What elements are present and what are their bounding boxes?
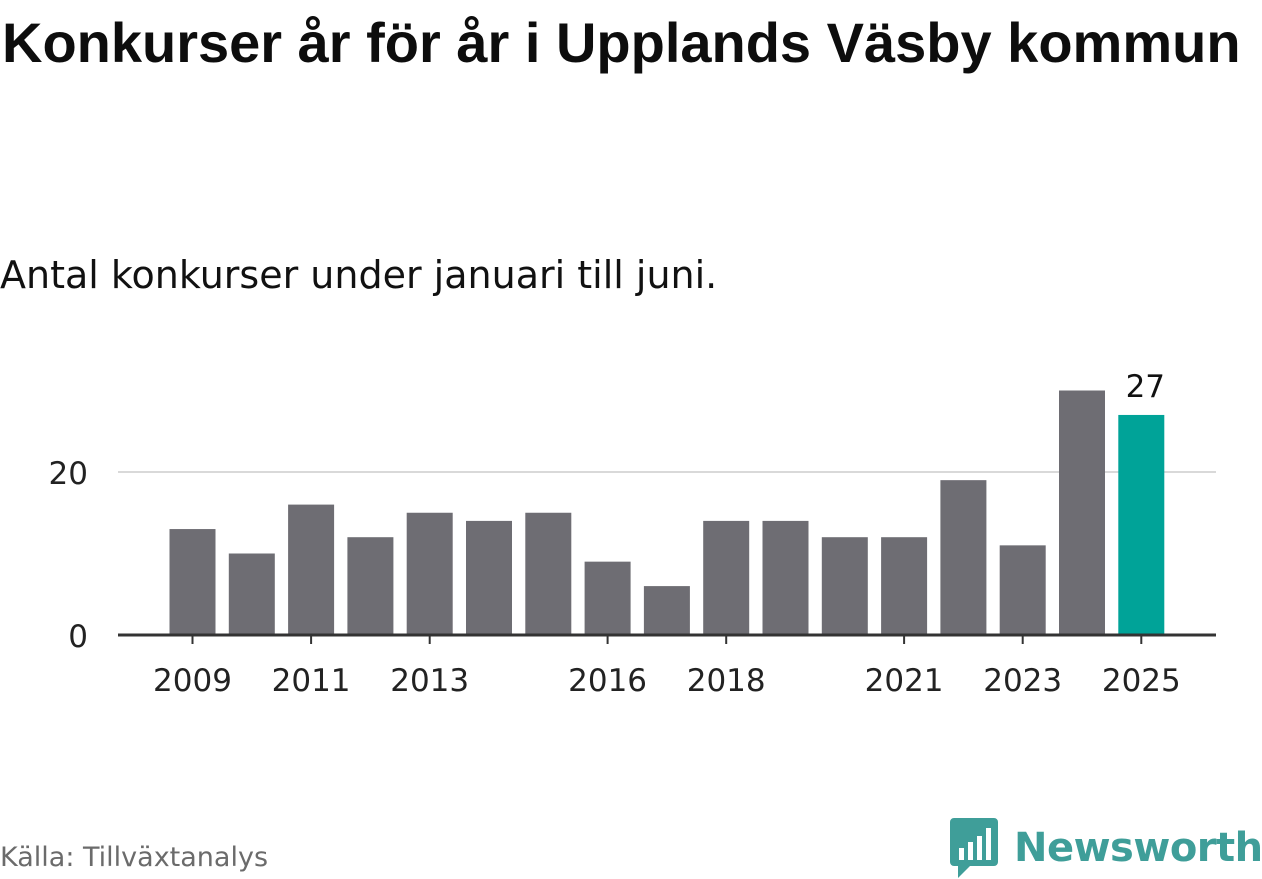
x-tick-label: 2018 [687, 663, 766, 699]
bar-2020 [821, 537, 868, 635]
data-label-2025: 27 [1126, 369, 1165, 405]
bar-2014 [466, 520, 512, 635]
newsworthy-logo: Newsworthy [950, 818, 1262, 878]
bar-2023 [999, 545, 1046, 635]
y-tick-label: 0 [68, 619, 88, 655]
x-tick-label: 2016 [568, 663, 647, 699]
bar-2025 [1118, 414, 1165, 635]
bar-chart: 0 20 2009 2011 2013 2016 2018 2021 2023 2025 27 [49, 369, 1216, 699]
x-tick-label: 2023 [983, 663, 1062, 699]
bar-2018 [703, 520, 750, 635]
bar-2016 [584, 561, 631, 635]
bar-2017 [643, 586, 690, 635]
bar-chart-icon [950, 818, 998, 878]
x-tick-label: 2011 [272, 663, 351, 699]
bar-2012 [347, 537, 394, 635]
chart-title: Konkurser år för år i Upplands Väsby kom… [2, 11, 1241, 74]
bar-2021 [881, 537, 928, 635]
bar-2015 [525, 512, 572, 635]
bar-2019 [762, 520, 809, 635]
bars [169, 390, 1165, 635]
y-tick-label: 20 [49, 456, 88, 492]
source-note: Källa: Tillväxtanalys [0, 842, 269, 873]
chart-subtitle: Antal konkurser under januari till juni. [0, 253, 718, 297]
x-tick-label: 2009 [153, 663, 232, 699]
bar-2024 [1059, 390, 1105, 635]
x-tick-label: 2013 [390, 663, 469, 699]
x-tick-label: 2025 [1102, 663, 1181, 699]
x-axis-ticks: 2009 2011 2013 2016 2018 2021 2023 2025 [153, 635, 1181, 699]
brand-name: Newsworthy [1014, 825, 1262, 871]
bar-2010 [228, 553, 275, 635]
x-tick-label: 2021 [865, 663, 944, 699]
bar-2022 [940, 480, 987, 635]
y-axis-ticks: 0 20 [49, 456, 88, 655]
bar-2009 [169, 529, 216, 635]
bar-2011 [288, 504, 335, 635]
data-labels: 27 [1126, 369, 1165, 405]
bar-2013 [406, 512, 453, 635]
